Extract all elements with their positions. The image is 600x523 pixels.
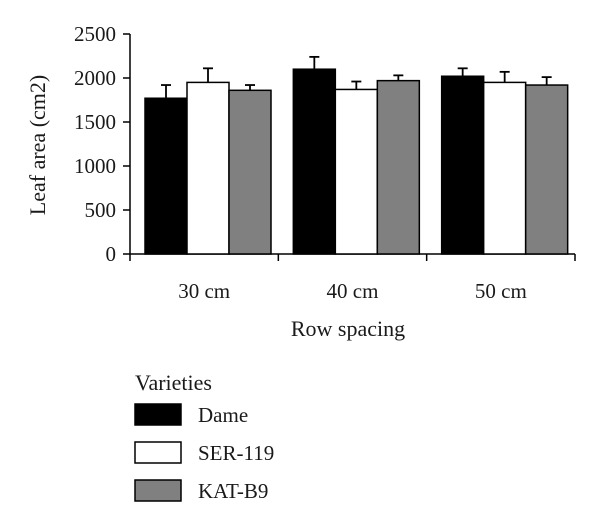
legend-swatch	[134, 441, 182, 464]
y-tick-label: 1500	[74, 110, 116, 134]
bar-ser-119	[334, 88, 379, 255]
y-tick-label: 500	[85, 198, 117, 222]
y-tick-label: 2500	[74, 22, 116, 46]
x-axis: 30 cm 40 cm 50 cm	[129, 253, 576, 303]
bar-kat-b9	[524, 84, 569, 255]
legend-swatch	[134, 403, 182, 426]
x-tick-label: 30 cm	[178, 279, 230, 303]
legend: Varieties Dame SER-119 KAT-B9	[134, 370, 274, 503]
bar-dame	[440, 75, 485, 255]
bar-dame	[144, 97, 188, 255]
legend-title: Varieties	[135, 370, 212, 395]
y-axis-title: Leaf area (cm2)	[25, 75, 50, 215]
x-axis-title: Row spacing	[291, 316, 405, 341]
bar-kat-b9	[228, 89, 272, 255]
legend-label: Dame	[198, 403, 248, 427]
y-axis: 0 500 1000 1500 2000 2500	[74, 22, 131, 266]
bars	[144, 68, 569, 255]
error-bars	[161, 55, 552, 99]
bar-dame	[292, 68, 337, 255]
bar-ser-119	[482, 81, 527, 255]
y-tick-label: 1000	[74, 154, 116, 178]
legend-label: KAT-B9	[198, 479, 268, 503]
x-tick-label: 50 cm	[475, 279, 527, 303]
x-tick-label: 40 cm	[327, 279, 379, 303]
y-tick-label: 2000	[74, 66, 116, 90]
y-tick-label: 0	[106, 242, 117, 266]
bar-kat-b9	[376, 79, 421, 255]
legend-label: SER-119	[198, 441, 274, 465]
bar-ser-119	[186, 81, 230, 255]
legend-swatch	[134, 479, 182, 502]
